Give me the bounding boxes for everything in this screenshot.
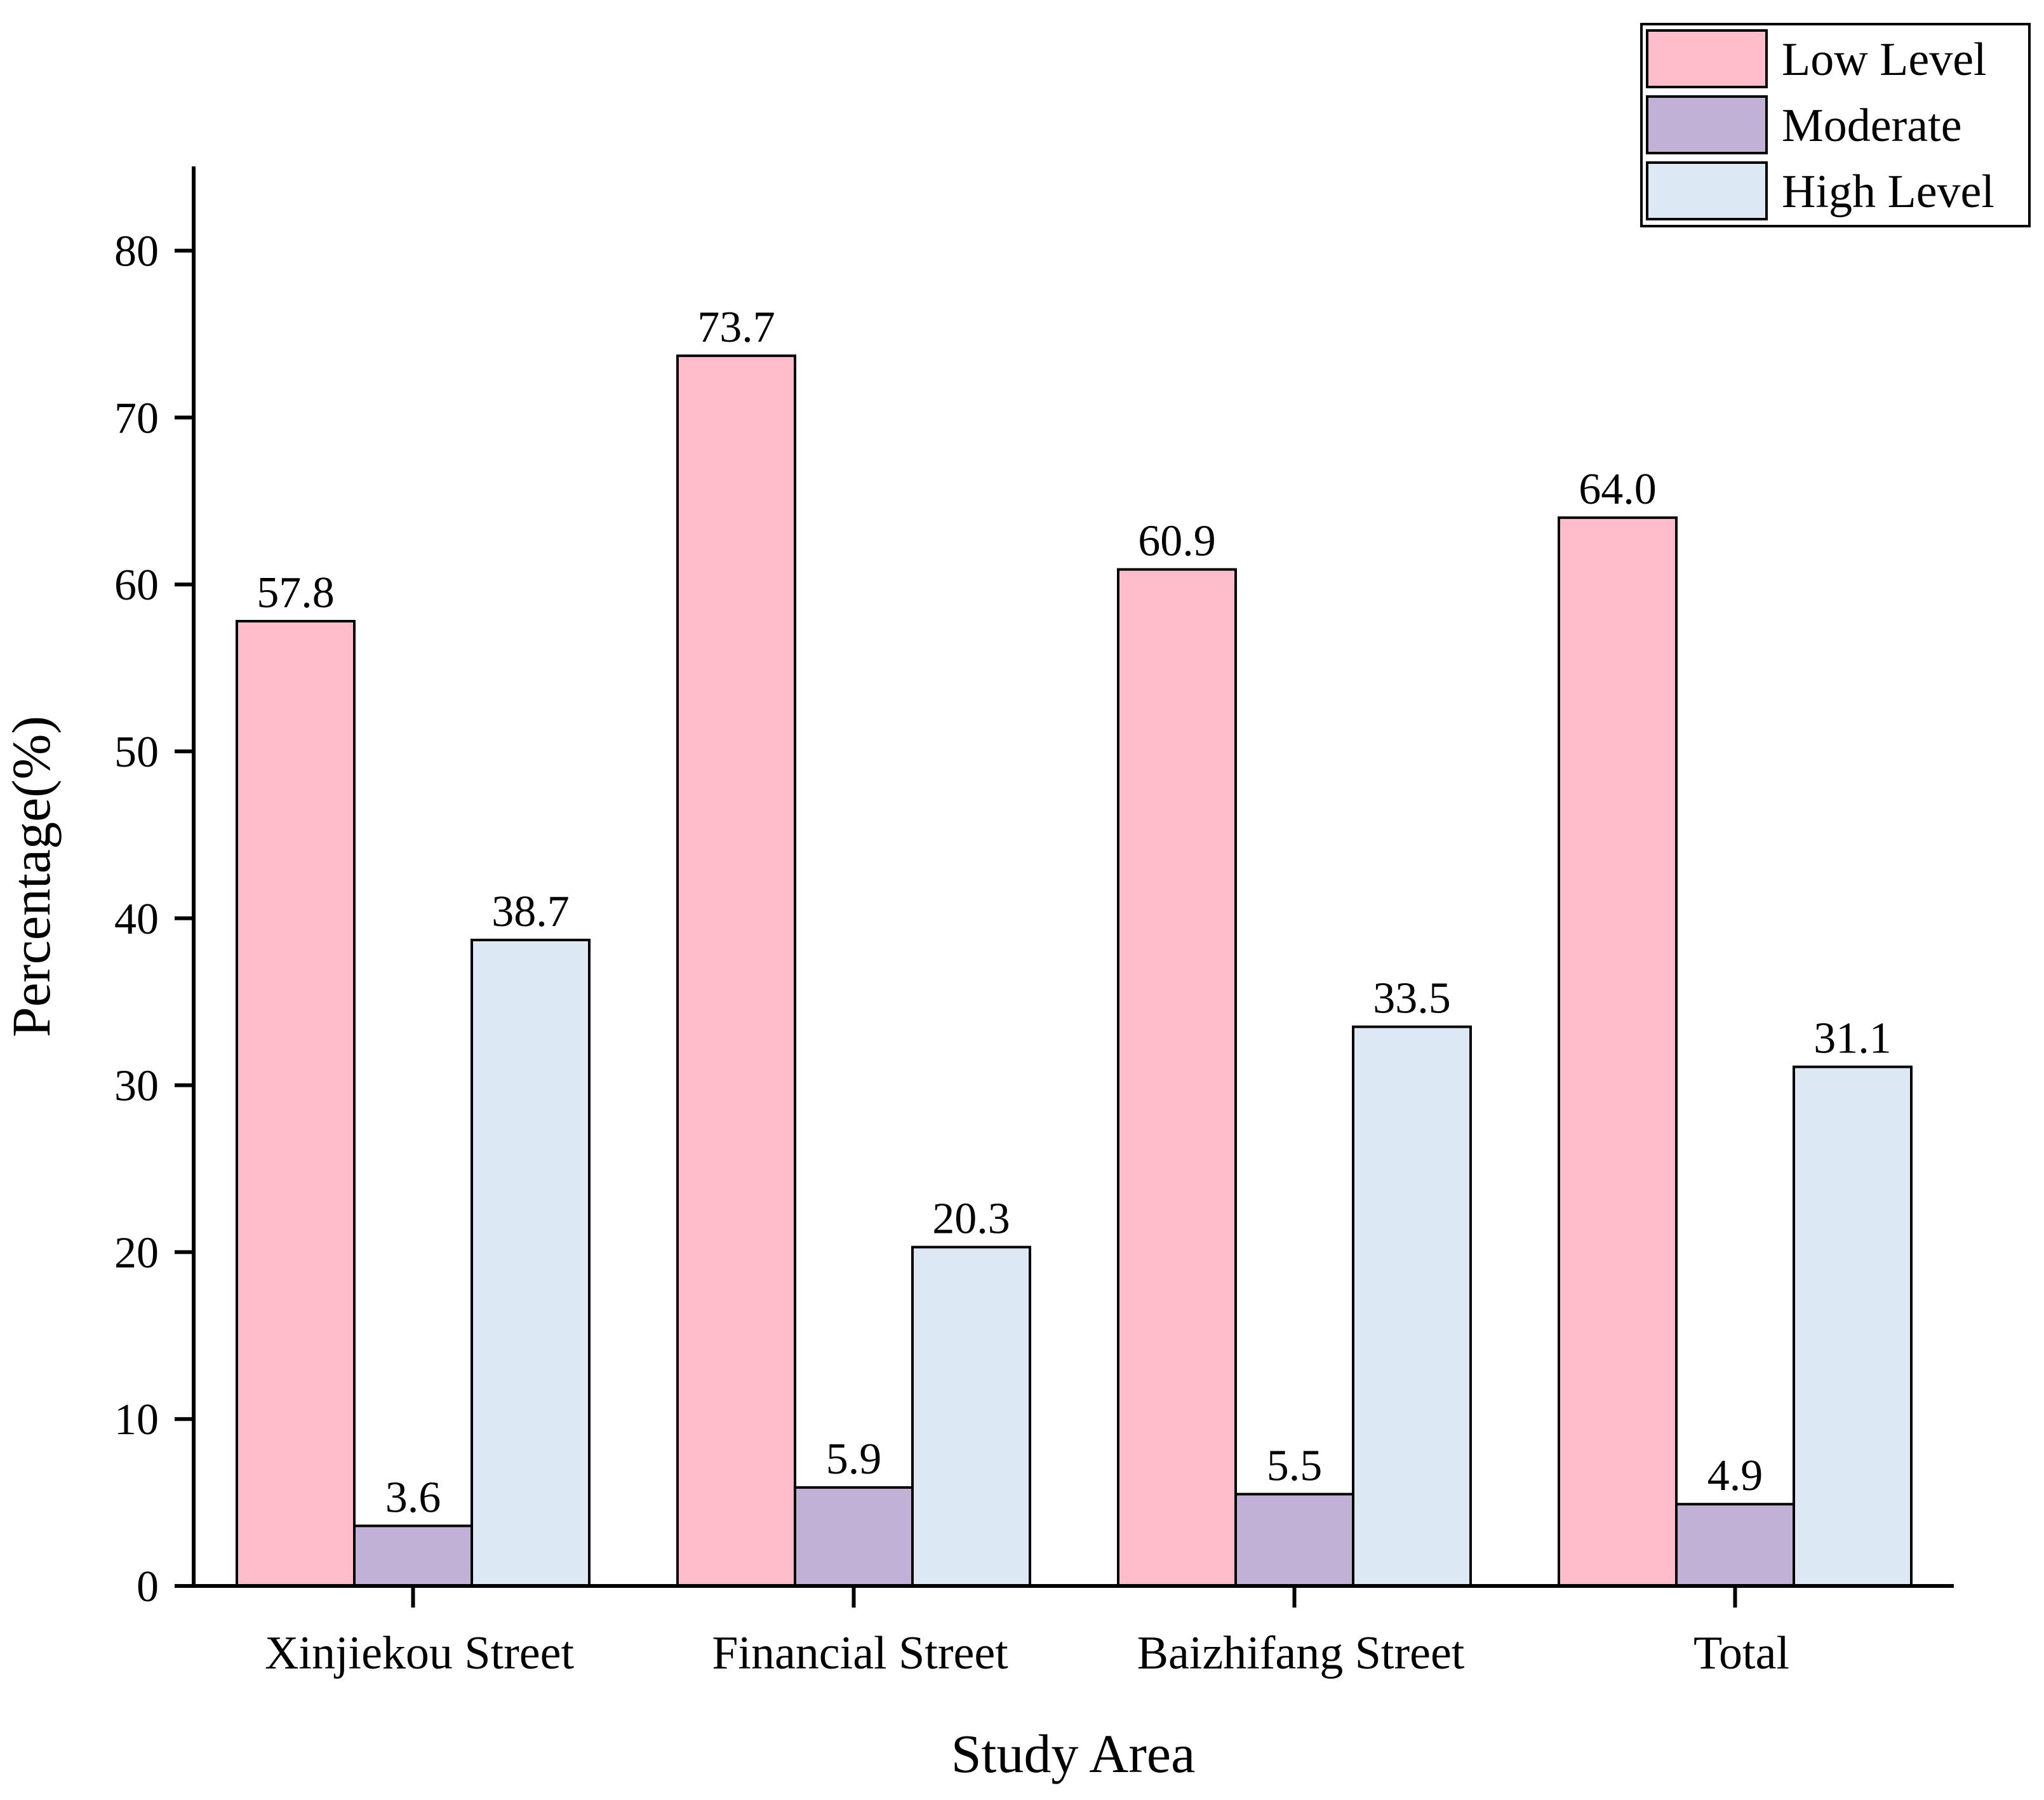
x-category-label: Baizhifang Street	[1137, 1627, 1465, 1679]
bar-value-label: 5.9	[826, 1435, 882, 1484]
bar	[353, 1524, 473, 1588]
bar	[1558, 516, 1678, 1588]
legend-swatch	[1646, 161, 1768, 220]
bar	[1793, 1065, 1913, 1587]
bar-value-label: 33.5	[1373, 974, 1451, 1023]
y-tick-label: 20	[114, 1228, 159, 1277]
bar-value-label: 31.1	[1814, 1014, 1892, 1063]
value-labels-group: 57.8 3.6 38.7 73.7 5.9 20.3 60.9 5.5 33.5 64.0 4.9…	[257, 303, 1892, 1522]
y-tick-label: 50	[114, 728, 159, 777]
y-axis-ticks: 0 10 20 30 40 50 60 70 80	[114, 227, 194, 1611]
y-tick-label: 30	[114, 1062, 159, 1111]
bar	[471, 938, 591, 1587]
bar	[1352, 1025, 1472, 1587]
bar-value-label: 5.5	[1267, 1441, 1323, 1490]
x-axis-ticks: Xinjiekou Street Financial Street Baizhifa…	[265, 1586, 1789, 1679]
bar	[1675, 1503, 1795, 1588]
bar-value-label: 73.7	[697, 303, 775, 352]
bar	[794, 1486, 914, 1587]
bar-value-label: 4.9	[1707, 1451, 1763, 1500]
legend-swatch	[1646, 29, 1768, 88]
legend-swatch	[1646, 95, 1768, 154]
x-category-label: Total	[1693, 1627, 1789, 1679]
bar-value-label: 64.0	[1579, 465, 1657, 514]
legend-label: High Level	[1782, 166, 1994, 218]
x-category-label: Xinjiekou Street	[265, 1627, 575, 1679]
x-category-label: Financial Street	[712, 1627, 1008, 1679]
y-tick-label: 70	[114, 394, 159, 443]
y-tick-label: 60	[114, 561, 159, 610]
y-tick-label: 0	[137, 1562, 159, 1611]
y-tick-label: 40	[114, 895, 159, 944]
bar	[1117, 568, 1237, 1587]
bar-value-label: 38.7	[491, 887, 570, 936]
bar-value-label: 20.3	[932, 1195, 1010, 1244]
bar-value-label: 57.8	[257, 568, 335, 617]
bar	[236, 620, 356, 1587]
x-axis-title: Study Area	[951, 1723, 1196, 1784]
legend-label: Low Level	[1782, 34, 1987, 86]
bar	[1234, 1493, 1354, 1587]
y-tick-label: 80	[114, 227, 159, 276]
bar	[911, 1246, 1031, 1587]
bar-value-label: 60.9	[1138, 517, 1216, 566]
y-tick-label: 10	[114, 1395, 159, 1444]
legend-label: Moderate	[1782, 100, 1962, 152]
bars-group	[236, 354, 1913, 1588]
bar-value-label: 3.6	[385, 1473, 441, 1522]
y-axis-title: Percentage(%)	[1, 716, 62, 1037]
bar	[676, 354, 796, 1588]
legend: Low Level Moderate High Level	[1640, 23, 2031, 227]
